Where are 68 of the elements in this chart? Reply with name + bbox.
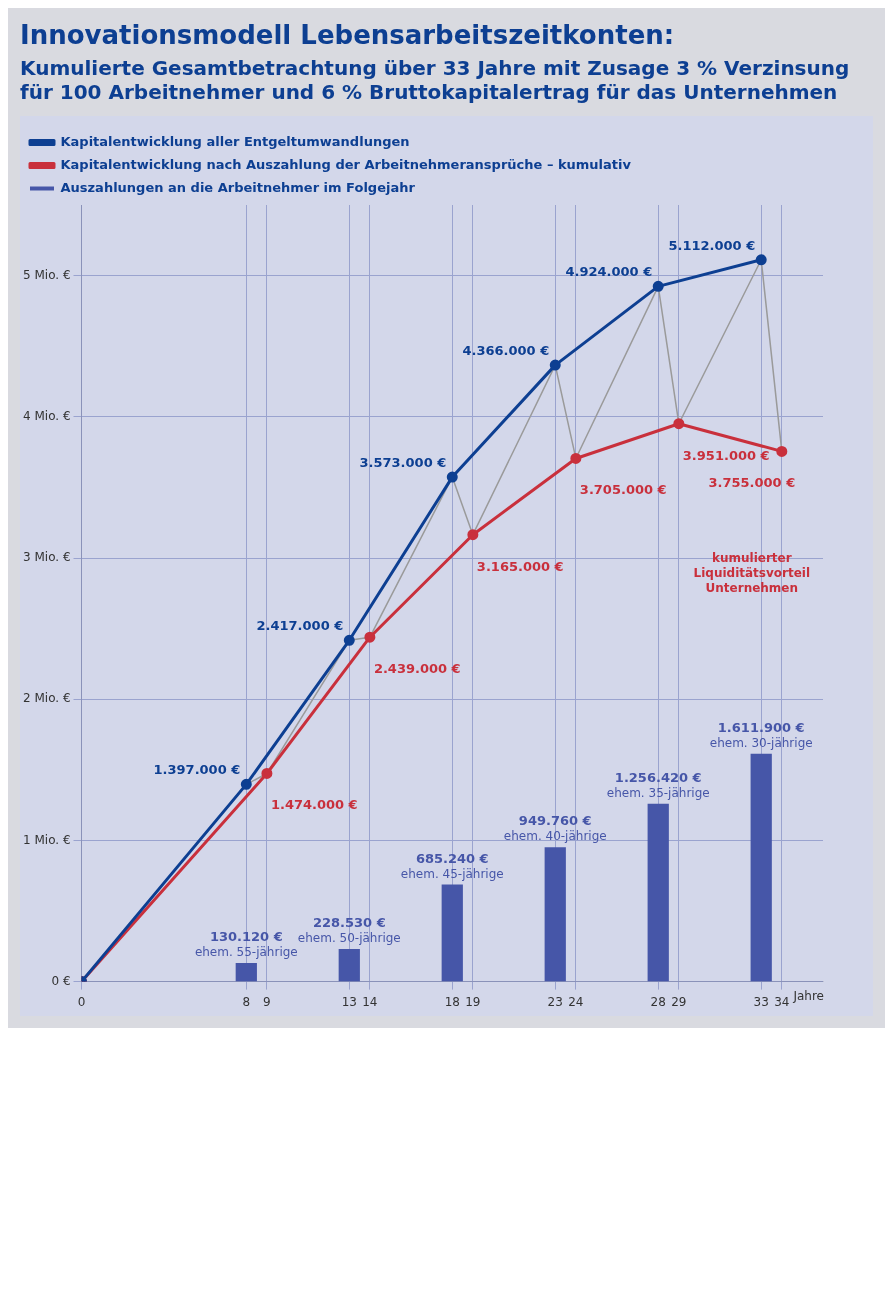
annotation: ehem. 45-jährige (400, 866, 504, 881)
annotation: 4.366.000 € (462, 343, 550, 359)
x-tick-label: 24 (568, 994, 584, 1009)
x-tick-label: 14 (362, 994, 378, 1009)
x-tick-label: 8 (242, 994, 251, 1009)
legend-label: Kapitalentwicklung aller Entgeltumwandlungen (60, 133, 410, 149)
annotation: 5.112.000 € (668, 237, 756, 253)
annotation: 2.417.000 € (256, 618, 344, 634)
x-tick-label: 33 (753, 994, 769, 1009)
annotation: 3.951.000 € (682, 447, 770, 463)
point (343, 634, 355, 646)
annotation: 685.240 € (415, 850, 489, 866)
point (261, 767, 273, 779)
annotation: 1.256.420 € (614, 770, 702, 786)
x-tick-label: 28 (650, 994, 666, 1009)
annotation: 3.573.000 € (359, 455, 447, 471)
bar (647, 803, 669, 982)
y-tick-label: 4 Mio. € (23, 408, 71, 423)
y-tick-label: 3 Mio. € (23, 550, 71, 565)
point (240, 778, 252, 790)
x-tick-label: 23 (547, 994, 563, 1009)
x-tick-label: 29 (671, 994, 687, 1009)
chart-subtitle: Kumulierte Gesamtbetrachtung über 33 Jahre mit Zusage 3 % Verzinsung für 100 Arbeitnehmer und 6 % Bruttokapitalertrag für das Unternehmen (20, 56, 851, 104)
annotation: ehem. 35-jährige (606, 786, 710, 801)
y-tick-label: 2 Mio. € (23, 691, 71, 706)
x-tick-label: 0 (77, 994, 86, 1009)
annotation: 949.760 € (518, 813, 592, 829)
y-tick-label: 1 Mio. € (23, 832, 71, 847)
annotation: 3.705.000 € (579, 482, 667, 498)
point (776, 445, 788, 457)
annotation: ehem. 55-jährige (194, 945, 298, 960)
bar (441, 884, 463, 982)
annotation: ehem. 40-jährige (503, 829, 607, 844)
annotation: 130.120 € (209, 929, 283, 945)
point (755, 254, 767, 266)
annotation: 3.165.000 € (476, 558, 564, 574)
bar (544, 847, 566, 982)
annotation: 1.397.000 € (153, 762, 241, 778)
legend-label: Auszahlungen an die Arbeitnehmer im Folgejahr (60, 179, 416, 195)
x-tick-label: 13 (341, 994, 357, 1009)
x-tick-label: 19 (465, 994, 481, 1009)
chart-title: Innovationsmodell Lebensarbeitszeitkonten: (20, 20, 676, 50)
annotation: 4.924.000 € (565, 264, 653, 280)
annotation: 228.530 € (312, 915, 386, 931)
point (549, 359, 561, 371)
x-axis-title: Jahre (792, 988, 824, 1003)
point (446, 471, 458, 483)
annotation: ehem. 50-jährige (297, 931, 401, 946)
annotation: 3.755.000 € (708, 475, 796, 491)
annotation: ehem. 30-jährige (709, 736, 813, 750)
bar (750, 753, 772, 982)
point (673, 418, 685, 430)
y-tick-label: 0 € (51, 973, 71, 988)
point (467, 529, 479, 541)
bar (338, 949, 360, 982)
annotation: 1.611.900 € (717, 720, 805, 735)
x-tick-label: 18 (444, 994, 460, 1009)
point (570, 452, 582, 464)
annotation: 1.474.000 € (270, 797, 358, 813)
x-tick-label: 34 (774, 994, 790, 1009)
x-tick-label: 9 (263, 994, 271, 1009)
y-tick-label: 5 Mio. € (23, 267, 71, 282)
annotation: kumulierter Liquiditätsvorteil Unternehmen (693, 551, 811, 596)
point (652, 280, 664, 292)
bar (235, 962, 257, 982)
annotation: 2.439.000 € (373, 661, 461, 677)
legend-label: Kapitalentwicklung nach Auszahlung der Arbeitnehmeransprüche – kumulativ (60, 156, 632, 172)
point (364, 631, 376, 643)
